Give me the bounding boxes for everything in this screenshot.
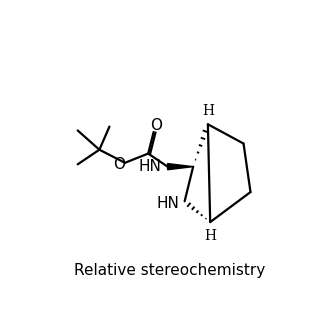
- Text: H: H: [204, 229, 216, 243]
- Text: Relative stereochemistry: Relative stereochemistry: [74, 263, 265, 278]
- Text: O: O: [150, 118, 162, 133]
- Polygon shape: [168, 164, 193, 170]
- Text: HN: HN: [139, 159, 161, 174]
- Text: O: O: [113, 157, 125, 172]
- Text: HN: HN: [156, 196, 179, 211]
- Text: H: H: [202, 104, 214, 118]
